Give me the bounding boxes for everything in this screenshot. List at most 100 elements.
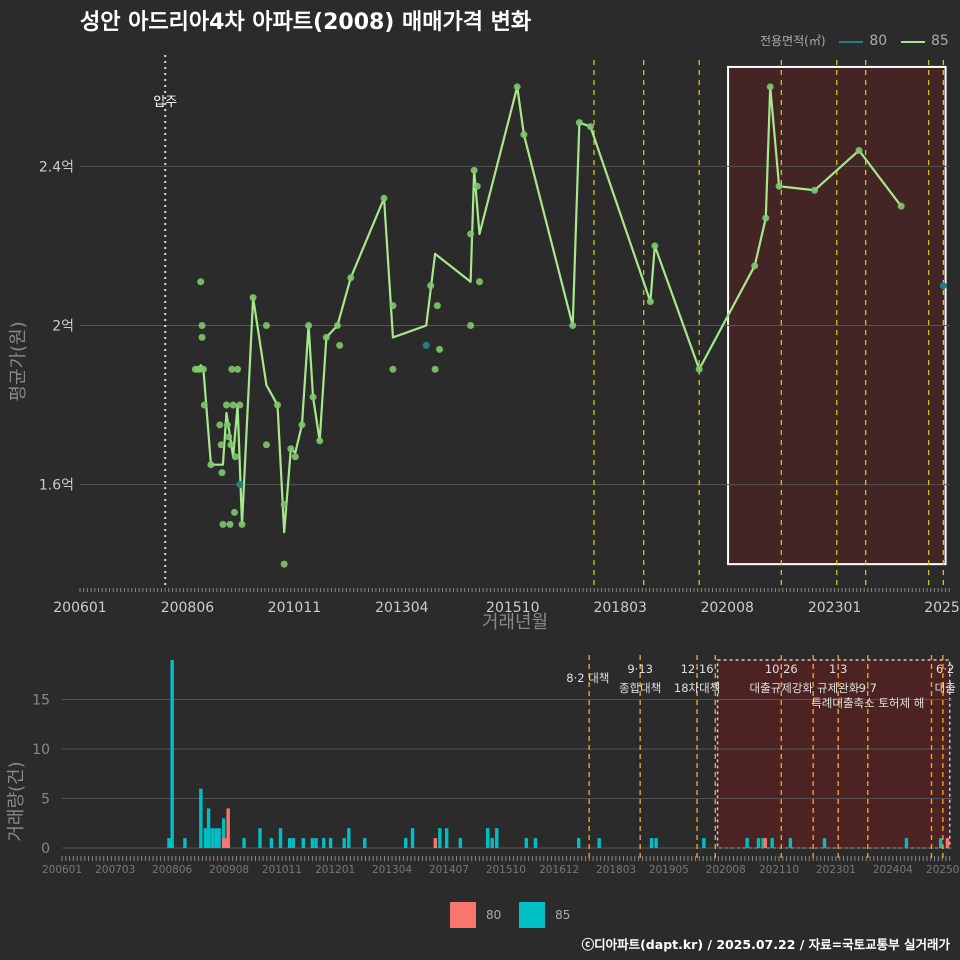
price-point-85 [513, 83, 521, 91]
price-point-85 [389, 365, 397, 373]
price-point-85 [229, 401, 237, 409]
price-point-85 [230, 508, 238, 516]
legend-bottom: 80 85 [450, 902, 584, 928]
price-point-85 [287, 445, 295, 453]
volume-bar-85 [287, 838, 292, 848]
price-point-85 [262, 321, 270, 329]
price-point-85 [575, 119, 583, 127]
legend-top: 전용면적(㎡) 80 85 [760, 32, 949, 49]
volume-bar-85 [221, 818, 226, 848]
policy-label: 18차대책 [674, 681, 720, 695]
price-point-85 [586, 123, 594, 131]
x-tick-label-bottom: 201407 [429, 864, 469, 876]
volume-bar-85 [485, 828, 490, 848]
policy-label: 12·16 [681, 662, 714, 676]
volume-bar-85 [761, 838, 765, 848]
x-tick-label-bottom: 202008 [706, 864, 746, 876]
y-tick-label-bottom: 10 [32, 742, 50, 758]
price-point-85 [197, 278, 205, 286]
legend-title: 전용면적(㎡) [760, 34, 826, 48]
volume-bar-85 [438, 828, 442, 848]
x-tick-label-top: 201011 [268, 600, 321, 616]
legend-85-bar-label: 85 [555, 908, 571, 922]
x-tick-label-bottom: 200806 [152, 864, 192, 876]
x-tick-label-bottom: 201905 [649, 864, 689, 876]
volume-bar-85 [291, 838, 295, 848]
price-point-85 [751, 262, 759, 270]
legend-85-line-icon [901, 40, 926, 43]
price-point-85 [467, 321, 475, 329]
volume-bar-85 [203, 828, 208, 848]
x-tick-label-top: 201304 [375, 600, 429, 616]
price-point-85 [280, 500, 288, 508]
volume-bar-85 [183, 838, 187, 848]
x-tick-label-bottom: 202110 [759, 864, 799, 876]
y-tick-label-top: 2.4억 [39, 159, 74, 175]
price-point-85 [218, 469, 226, 477]
y-tick-label-bottom: 5 [41, 792, 50, 808]
x-tick-label-top: 200601 [53, 600, 106, 616]
volume-bar-85 [342, 838, 346, 848]
price-point-85 [646, 298, 654, 306]
x-tick-label-bottom: 202301 [816, 864, 856, 876]
policy-label: 규제완화 [817, 681, 860, 695]
price-point-85 [249, 294, 257, 302]
volume-bar-80 [945, 838, 950, 848]
price-point-85 [775, 182, 783, 190]
price-point-85 [227, 441, 235, 449]
volume-bar-85 [822, 838, 827, 848]
price-point-85 [216, 421, 224, 429]
x-tick-label-bottom: 201510 [486, 864, 526, 876]
x-tick-label-bottom: 202506 [926, 864, 960, 876]
policy-label: 10·26 [765, 662, 798, 676]
volume-bar-85 [649, 838, 654, 848]
y-tick-label-bottom: 15 [32, 693, 50, 709]
highlight-box-bottom [716, 659, 951, 849]
price-point-85 [473, 182, 481, 190]
price-point-85 [433, 302, 441, 310]
x-tick-label-bottom: 201304 [372, 864, 412, 876]
price-point-85 [336, 341, 344, 349]
volume-bar-85 [770, 838, 774, 848]
movein-label: 입주 [153, 95, 177, 110]
volume-bar-85 [167, 838, 171, 848]
volume-bar-85 [210, 828, 214, 848]
price-point-85 [198, 333, 206, 341]
chart-title: 성안 아드리아4차 아파트(2008) 매매가격 변화 [80, 10, 532, 35]
price-point-85 [238, 520, 246, 528]
x-tick-label-bottom: 201803 [596, 864, 636, 876]
y-axis-label-top: 평균가(원) [8, 321, 29, 401]
price-line-85 [196, 85, 903, 534]
volume-bar-85 [495, 828, 499, 848]
volume-bar-85 [444, 828, 449, 848]
policy-label: 종합대책 [619, 681, 661, 695]
x-tick-label-top: 201510 [486, 600, 539, 616]
policy-label: 대출 [935, 681, 956, 695]
price-point-85 [236, 401, 244, 409]
price-point-85 [333, 321, 341, 329]
policy-label: 9·7 [859, 681, 877, 695]
policy-label: 대출규제강화 [750, 681, 814, 695]
legend-85-swatch-icon [519, 902, 546, 928]
volume-bar-80 [763, 838, 768, 848]
price-point-85 [695, 365, 703, 373]
x-axis-label-top: 거래년월 [482, 612, 548, 633]
y-tick-label-bottom: 0 [41, 841, 50, 857]
legend-80-swatch-icon [450, 902, 476, 928]
volume-bar-85 [242, 838, 246, 848]
price-point-85 [207, 461, 215, 469]
volume-bar-85 [654, 838, 658, 848]
price-point-85 [762, 214, 770, 222]
price-point-85 [811, 186, 819, 194]
volume-bar-85 [278, 828, 283, 848]
price-point-85 [766, 83, 774, 91]
x-tick-label-bottom: 201201 [315, 864, 355, 876]
volume-bar-80 [226, 808, 230, 848]
volume-bar-85 [788, 838, 793, 848]
price-point-85 [651, 242, 659, 250]
volume-bar-85 [410, 828, 415, 848]
price-point-80 [422, 341, 430, 349]
price-point-85 [347, 274, 355, 282]
x-tick-label-top: 201803 [593, 600, 646, 616]
